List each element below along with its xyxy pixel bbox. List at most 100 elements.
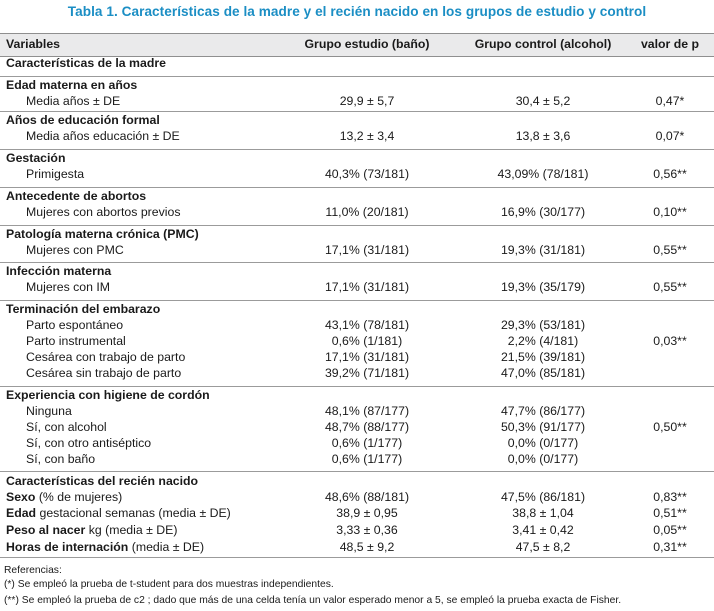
cell-grupo-estudio: 29,9 ± 5,7 bbox=[339, 94, 395, 108]
variable-group-label: Terminación del embarazo bbox=[6, 302, 161, 316]
row-label: Ninguna bbox=[26, 404, 72, 418]
cell-grupo-control: 3,41 ± 0,42 bbox=[512, 523, 574, 537]
cell-grupo-control: 19,3% (35/179) bbox=[500, 280, 586, 294]
row-divider bbox=[0, 300, 714, 301]
row-label-detail: (media ± DE) bbox=[128, 540, 205, 554]
cell-grupo-control: 2,2% (4/181) bbox=[507, 334, 579, 348]
header-grupo-estudio: Grupo estudio (baño) bbox=[304, 37, 430, 51]
cell-valor-p: 0,03** bbox=[653, 334, 687, 348]
cell-grupo-control: 21,5% (39/181) bbox=[500, 350, 586, 364]
row-label: Edad gestacional semanas (media ± DE) bbox=[6, 506, 231, 521]
cell-grupo-estudio: 48,1% (87/177) bbox=[324, 404, 410, 418]
cell-grupo-estudio: 3,33 ± 0,36 bbox=[336, 523, 398, 537]
variable-group-label: Infección materna bbox=[6, 264, 112, 278]
header-variables: Variables bbox=[6, 37, 61, 51]
cell-grupo-estudio: 48,7% (88/177) bbox=[324, 420, 410, 434]
cell-valor-p: 0,55** bbox=[653, 243, 687, 257]
row-label-detail: kg (media ± DE) bbox=[85, 523, 178, 537]
cell-grupo-estudio: 48,6% (88/181) bbox=[324, 490, 410, 504]
row-label: Peso al nacer kg (media ± DE) bbox=[6, 523, 177, 538]
row-label-detail: (% de mujeres) bbox=[35, 490, 123, 504]
variable-group-label: Experiencia con higiene de cordón bbox=[6, 388, 210, 402]
cell-grupo-estudio: 11,0% (20/181) bbox=[325, 205, 409, 219]
cell-grupo-estudio: 17,1% (31/181) bbox=[324, 350, 410, 364]
row-label: Horas de internación (media ± DE) bbox=[6, 540, 204, 555]
cell-valor-p: 0,47* bbox=[655, 94, 685, 108]
row-label: Mujeres con abortos previos bbox=[26, 205, 181, 219]
cell-grupo-control: 29,3% (53/181) bbox=[500, 318, 586, 332]
row-divider bbox=[0, 187, 714, 188]
row-divider bbox=[0, 149, 714, 150]
cell-grupo-estudio: 13,2 ± 3,4 bbox=[339, 129, 395, 143]
cell-grupo-control: 47,5 ± 8,2 bbox=[515, 540, 571, 554]
cell-grupo-control: 16,9% (30/177) bbox=[500, 205, 586, 219]
header-valor-p: valor de p bbox=[640, 37, 700, 51]
section-heading: Características del recién nacido bbox=[6, 474, 199, 488]
cell-grupo-control: 0,0% (0/177) bbox=[507, 436, 579, 450]
cell-valor-p: 0,10** bbox=[653, 205, 687, 219]
row-label: Media años ± DE bbox=[26, 94, 121, 108]
row-label: Primigesta bbox=[26, 167, 85, 181]
cell-grupo-control: 47,0% (85/181) bbox=[500, 366, 586, 380]
row-label: Mujeres con IM bbox=[26, 280, 111, 294]
reference-note-1: (*) Se empleó la prueba de t-student par… bbox=[4, 579, 334, 590]
cell-valor-p: 0,55** bbox=[653, 280, 687, 294]
cell-grupo-control: 38,8 ± 1,04 bbox=[512, 506, 574, 520]
variable-group-label: Años de educación formal bbox=[6, 113, 160, 127]
row-divider bbox=[0, 557, 714, 558]
row-label: Mujeres con PMC bbox=[26, 243, 124, 257]
row-label-bold: Sexo bbox=[6, 490, 36, 504]
row-label-bold: Horas de internación bbox=[6, 540, 129, 554]
row-label-detail: gestacional semanas (media ± DE) bbox=[36, 506, 231, 520]
row-divider bbox=[0, 111, 714, 112]
row-label: Parto espontáneo bbox=[26, 318, 124, 332]
cell-valor-p: 0,05** bbox=[653, 523, 687, 537]
row-label: Sexo (% de mujeres) bbox=[6, 490, 122, 505]
cell-grupo-control: 13,8 ± 3,6 bbox=[515, 129, 571, 143]
variable-group-label: Edad materna en años bbox=[6, 78, 138, 92]
row-divider bbox=[0, 225, 714, 226]
row-divider bbox=[0, 471, 714, 472]
table-header bbox=[0, 33, 714, 57]
cell-valor-p: 0,83** bbox=[653, 490, 687, 504]
section-heading: Características de la madre bbox=[6, 56, 166, 70]
row-label-bold: Edad bbox=[6, 506, 37, 520]
cell-grupo-control: 19,3% (31/181) bbox=[500, 243, 586, 257]
cell-grupo-control: 47,7% (86/177) bbox=[500, 404, 586, 418]
header-grupo-control: Grupo control (alcohol) bbox=[474, 37, 612, 51]
table-title: Tabla 1. Características de la madre y e… bbox=[67, 4, 647, 19]
reference-note-2: (**) Se empleó la prueba de c2 ; dado qu… bbox=[4, 595, 622, 606]
row-divider bbox=[0, 386, 714, 387]
row-divider bbox=[0, 262, 714, 263]
cell-grupo-estudio: 40,3% (73/181) bbox=[324, 167, 410, 181]
row-label: Media años educación ± DE bbox=[26, 129, 180, 143]
cell-valor-p: 0,31** bbox=[653, 540, 687, 554]
variable-group-label: Antecedente de abortos bbox=[6, 189, 147, 203]
cell-grupo-control: 30,4 ± 5,2 bbox=[515, 94, 571, 108]
cell-grupo-estudio: 17,1% (31/181) bbox=[324, 280, 410, 294]
cell-valor-p: 0,56** bbox=[653, 167, 687, 181]
cell-grupo-estudio: 39,2% (71/181) bbox=[324, 366, 410, 380]
cell-grupo-estudio: 43,1% (78/181) bbox=[324, 318, 410, 332]
cell-grupo-estudio: 0,6% (1/181) bbox=[331, 334, 403, 348]
cell-valor-p: 0,07* bbox=[655, 129, 685, 143]
cell-grupo-control: 50,3% (91/177) bbox=[500, 420, 586, 434]
row-label: Sí, con otro antiséptico bbox=[26, 436, 152, 450]
row-label: Parto instrumental bbox=[26, 334, 126, 348]
row-label-bold: Peso al nacer bbox=[6, 523, 86, 537]
cell-grupo-estudio: 0,6% (1/177) bbox=[331, 436, 403, 450]
cell-valor-p: 0,50** bbox=[653, 420, 687, 434]
cell-grupo-control: 47,5% (86/181) bbox=[500, 490, 586, 504]
row-label: Cesárea con trabajo de parto bbox=[26, 350, 186, 364]
cell-grupo-estudio: 48,5 ± 9,2 bbox=[339, 540, 395, 554]
references-heading: Referencias: bbox=[4, 565, 62, 576]
row-divider bbox=[0, 76, 714, 77]
cell-valor-p: 0,51** bbox=[653, 506, 687, 520]
row-label: Sí, con alcohol bbox=[26, 420, 107, 434]
cell-grupo-control: 43,09% (78/181) bbox=[497, 167, 589, 181]
row-label: Cesárea sin trabajo de parto bbox=[26, 366, 182, 380]
variable-group-label: Patología materna crónica (PMC) bbox=[6, 227, 199, 241]
cell-grupo-estudio: 0,6% (1/177) bbox=[331, 452, 403, 466]
cell-grupo-estudio: 17,1% (31/181) bbox=[324, 243, 410, 257]
cell-grupo-control: 0,0% (0/177) bbox=[507, 452, 579, 466]
